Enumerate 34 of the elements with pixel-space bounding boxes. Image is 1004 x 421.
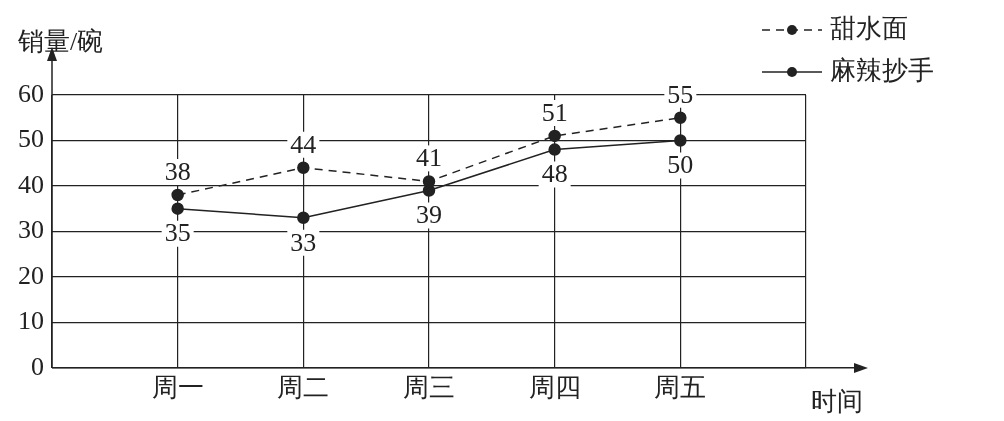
x-tick-label: 周五 xyxy=(654,373,707,403)
point xyxy=(674,134,687,147)
x-tick-label: 周一 xyxy=(151,373,204,403)
point xyxy=(548,143,561,156)
x-axis-title: 时间 xyxy=(811,386,863,416)
point xyxy=(297,211,310,225)
point xyxy=(548,129,561,143)
y-tick-label: 0 xyxy=(31,351,44,381)
data-label: 50 xyxy=(667,150,694,180)
legend-label: 甜水面 xyxy=(830,13,908,43)
y-tick-label: 40 xyxy=(18,169,44,199)
legend-label: 麻辣抄手 xyxy=(830,55,934,85)
data-label: 51 xyxy=(541,97,568,127)
data-label: 33 xyxy=(290,227,317,257)
y-tick-label: 60 xyxy=(18,78,44,108)
data-label: 55 xyxy=(667,79,694,109)
y-axis-title: 销量/碗 xyxy=(17,27,104,56)
y-tick-label: 10 xyxy=(18,306,44,336)
data-label: 38 xyxy=(164,156,191,186)
point xyxy=(171,188,184,202)
data-label: 48 xyxy=(541,159,568,189)
y-tick-label: 30 xyxy=(18,215,44,245)
point xyxy=(297,161,310,174)
y-tick-label: 50 xyxy=(18,124,44,154)
point xyxy=(171,202,184,215)
data-label: 41 xyxy=(416,143,442,173)
data-label: 39 xyxy=(416,200,442,230)
y-tick-label: 20 xyxy=(18,260,44,290)
x-tick-label: 周二 xyxy=(277,373,330,403)
data-label: 44 xyxy=(290,129,317,159)
x-tick-label: 周三 xyxy=(403,373,455,403)
point xyxy=(674,111,687,124)
x-tick-label: 周四 xyxy=(528,373,581,403)
data-label: 35 xyxy=(164,218,191,248)
